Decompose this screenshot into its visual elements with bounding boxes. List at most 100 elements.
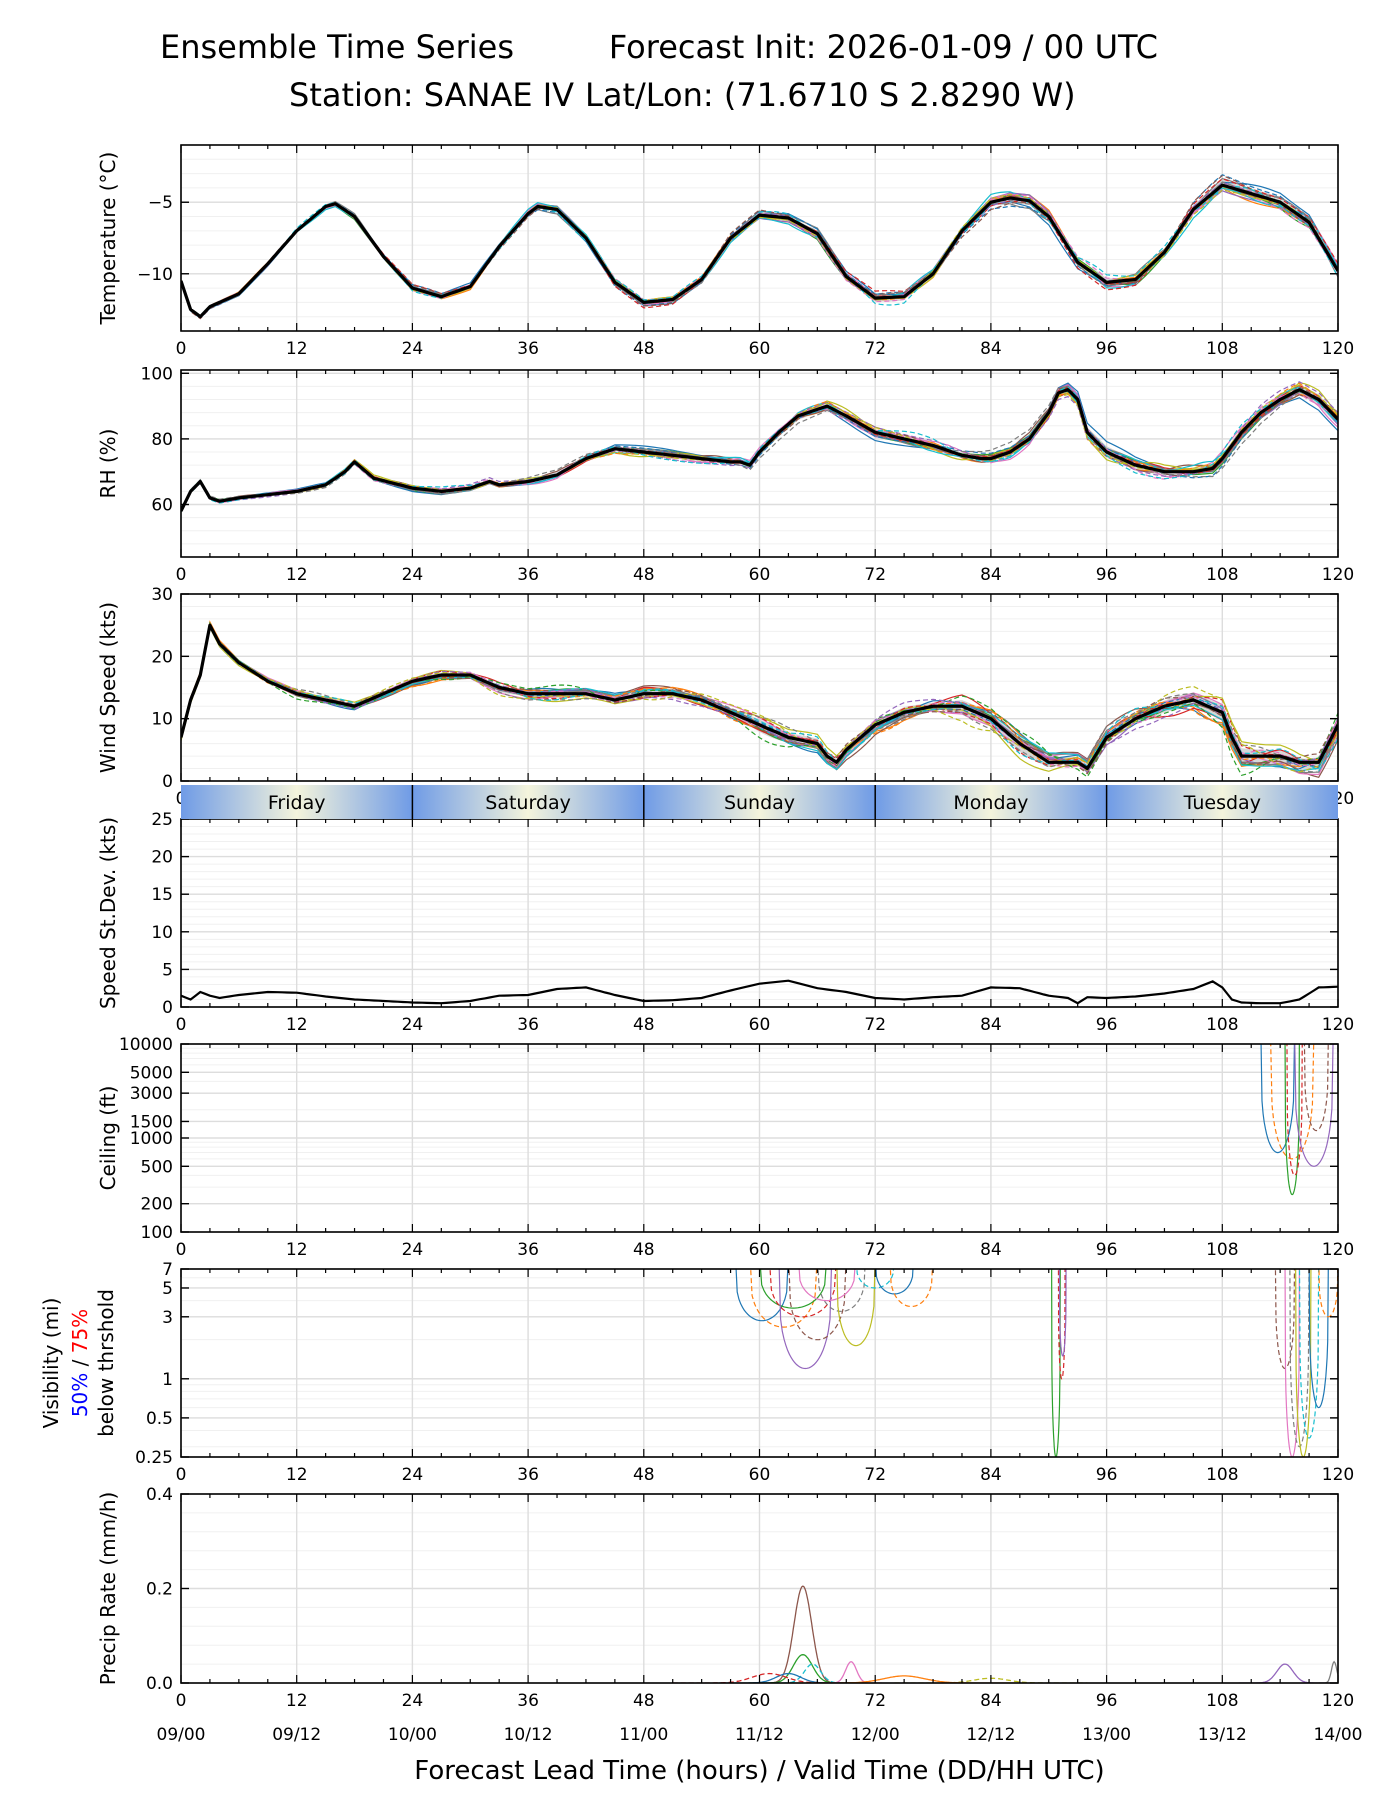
x-axis-title: Forecast Lead Time (hours) / Valid Time … [414, 1756, 1104, 1786]
speed_stdev-xtick-label: 84 [980, 1015, 1002, 1035]
visibility-member-line [735, 1269, 789, 1322]
visibility-xtick-label: 24 [402, 1465, 424, 1485]
rh-xtick-label: 48 [633, 565, 655, 585]
temperature-xtick-label: 120 [1322, 339, 1354, 359]
visibility-member-line [759, 1269, 827, 1309]
precip_rate-xtick-label: 84 [980, 1691, 1002, 1711]
ceiling-xtick-label: 72 [864, 1240, 886, 1260]
precip_rate-ytick-label: 0.2 [146, 1580, 173, 1600]
precip_rate-member-line [672, 1672, 866, 1683]
wind_speed-member-line [181, 624, 1338, 771]
visibility-xtick-label: 0 [176, 1465, 187, 1485]
precip_rate-xtick-label: 24 [402, 1691, 424, 1711]
temperature-xtick-label: 48 [633, 339, 655, 359]
day-band-cell [412, 785, 644, 819]
rh-xtick-label: 72 [864, 565, 886, 585]
rh-members [181, 381, 1338, 513]
ceiling-ytick-label: 1000 [130, 1129, 173, 1149]
ceiling-ytick-label: 3000 [130, 1084, 173, 1104]
speed_stdev-xtick-label: 24 [402, 1015, 424, 1035]
speed_stdev-xtick-label: 108 [1206, 1015, 1238, 1035]
threshold-separator: / [68, 1353, 92, 1372]
day-band-label: Tuesday [1183, 792, 1261, 814]
precip_rate-xtick-label: 36 [517, 1691, 539, 1711]
temperature-member-line [181, 186, 1338, 318]
rh-mean-line [181, 388, 1338, 512]
speed_stdev-xtick-label: 12 [286, 1015, 308, 1035]
visibility-threshold-label: 50% / 75% [68, 1309, 92, 1417]
rh-xtick-label: 60 [749, 565, 771, 585]
temperature-xtick-label: 0 [176, 339, 187, 359]
precip_rate-xtick-label: 60 [749, 1691, 771, 1711]
wind_speed-member-line [181, 621, 1338, 775]
visibility-ytick-label: 0.5 [146, 1409, 173, 1429]
wind_speed-ytick-label: 30 [151, 585, 173, 605]
valid-time-label: 13/00 [1082, 1725, 1131, 1745]
day-band-cell [875, 785, 1107, 819]
rh-panel: 60 80 100 0 12 24 36 48 60 72 84 96 108 120 RH (%) [96, 364, 1354, 585]
visibility-member-line [788, 1269, 847, 1341]
speed_stdev-ylabel: Speed St.Dev. (kts) [96, 817, 120, 1009]
ceiling-xtick-label: 12 [286, 1240, 308, 1260]
ceiling-member-line [1294, 1044, 1334, 1167]
temperature-mean-line [181, 183, 1338, 319]
visibility-member-line [1058, 1269, 1067, 1357]
ceiling-ytick-label: 5000 [130, 1063, 173, 1083]
rh-ytick-label: 60 [151, 496, 173, 516]
visibility-member-line [1308, 1269, 1329, 1409]
temperature-xtick-label: 84 [980, 339, 1002, 359]
temperature-xtick-label: 96 [1096, 339, 1118, 359]
ceiling-members [1260, 1044, 1334, 1196]
valid-time-label: 11/12 [735, 1725, 784, 1745]
station-latlon: Lat/Lon: (71.6710 S 2.8290 W) [585, 76, 1076, 114]
wind_speed-mean-line [181, 623, 1338, 771]
wind_speed-members [181, 620, 1338, 779]
speed_stdev-xtick-label: 120 [1322, 1015, 1354, 1035]
ceiling-ylabel: Ceiling (ft) [96, 1086, 120, 1191]
valid-time-label: 09/00 [157, 1725, 206, 1745]
visibility-member-line [1318, 1269, 1338, 1318]
visibility-member-line [836, 1269, 876, 1347]
visibility-xtick-label: 84 [980, 1465, 1002, 1485]
temperature-xtick-label: 72 [864, 339, 886, 359]
ceiling-ytick-label: 1500 [130, 1112, 173, 1132]
rh-xtick-label: 12 [286, 565, 308, 585]
speed_stdev-ytick-label: 0 [162, 998, 173, 1018]
precip_rate-xtick-label: 12 [286, 1691, 308, 1711]
visibility-panel: 0.25 0.5 1 3 57 0 12 24 36 48 60 72 84 96 108 120 Visibi… [39, 1260, 1354, 1485]
speed_stdev-xtick-label: 36 [517, 1015, 539, 1035]
day-band-cell [643, 785, 876, 819]
visibility-member-line [1057, 1269, 1066, 1380]
precip_rate-xtick-label: 0 [176, 1691, 187, 1711]
ceiling-xtick-label: 120 [1322, 1240, 1354, 1260]
visibility-member-line [856, 1269, 895, 1289]
visibility-ytick-label: 0.25 [135, 1448, 173, 1468]
ceiling-member-line [1303, 1044, 1329, 1132]
visibility-member-line [778, 1269, 832, 1370]
ceiling-xtick-label: 36 [517, 1240, 539, 1260]
precip_rate-member-line [748, 1654, 857, 1683]
precip_rate-ylabel: Precip Rate (mm/h) [96, 1492, 120, 1686]
visibility-members [735, 1269, 1338, 1457]
visibility-xtick-label: 36 [517, 1465, 539, 1485]
precip_rate-ytick-label: 0.4 [146, 1485, 173, 1505]
visibility-xtick-label: 48 [633, 1465, 655, 1485]
speed_stdev-xtick-label: 96 [1096, 1015, 1118, 1035]
visibility-member-line [817, 1269, 866, 1313]
rh-xtick-label: 24 [402, 565, 424, 585]
rh-ytick-label: 80 [151, 430, 173, 450]
title-left: Ensemble Time Series [160, 28, 514, 66]
visibility-below-threshold-label: below thrshold [94, 1289, 118, 1437]
speed_stdev-panel: 0 5 10 15 20 25 0 12 24 36 48 60 72 84 96 108 120 Speed S… [96, 810, 1354, 1035]
wind_speed-ytick-label: 10 [151, 710, 173, 730]
wind_speed-panel: 010203001224364860728496108120Wind Speed… [96, 585, 1354, 809]
ceiling-ytick-label: 10000 [119, 1035, 173, 1055]
precip_rate-member-line [820, 1660, 882, 1683]
rh-xtick-label: 84 [980, 565, 1002, 585]
speed_stdev-xtick-label: 0 [176, 1015, 187, 1035]
speed_stdev-xtick-label: 60 [749, 1015, 771, 1035]
valid-time-label: 12/00 [851, 1725, 900, 1745]
precip_rate-xtick-label: 72 [864, 1691, 886, 1711]
threshold-75-label: 75% [68, 1309, 92, 1353]
temperature-xtick-label: 24 [402, 339, 424, 359]
